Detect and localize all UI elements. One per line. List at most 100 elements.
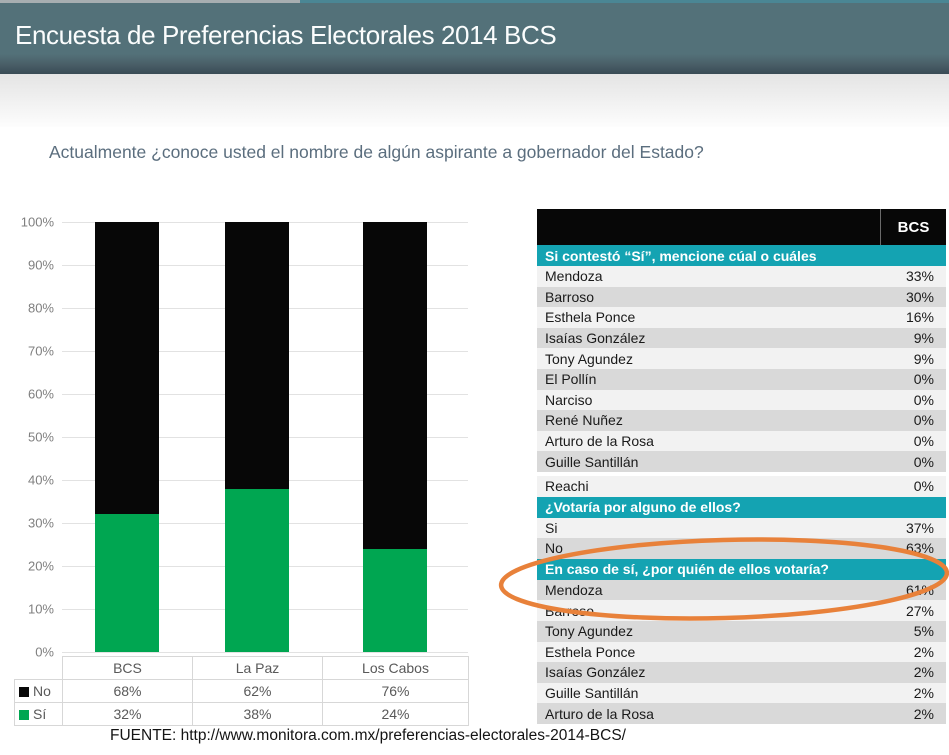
candidate-percentage: 61% bbox=[905, 582, 934, 599]
candidate-percentage: 2% bbox=[913, 684, 934, 701]
y-axis-tick-label: 40% bbox=[27, 472, 54, 488]
table-row: Si 37% bbox=[537, 517, 946, 539]
results-table: BCS Si contestó “Sí”, mencione cúal o cu… bbox=[537, 209, 946, 724]
table-row: Barroso 27% bbox=[537, 600, 946, 621]
top-accent-strip bbox=[0, 0, 949, 3]
table-section-header: Si contestó “Sí”, mencione cúal o cuáles bbox=[537, 245, 946, 266]
category-label: Los Cabos bbox=[322, 656, 469, 680]
bar-segment-si-Los Cabos bbox=[363, 548, 427, 652]
y-axis-tick-label: 100% bbox=[20, 214, 54, 230]
chart-legend-table: BCS La Paz Los Cabos No 68% 62% 76% Sí 32% 38% 24% bbox=[14, 656, 469, 726]
candidate-name: No bbox=[545, 540, 563, 557]
legend-value-cell: 38% bbox=[192, 702, 323, 726]
candidate-name: Tony Agundez bbox=[545, 623, 633, 640]
top-strip-right bbox=[300, 0, 949, 3]
candidate-name: Arturo de la Rosa bbox=[545, 705, 654, 722]
table-row: Arturo de la Rosa 0% bbox=[537, 430, 946, 452]
y-axis-tick-label: 10% bbox=[27, 601, 54, 617]
table-row: Mendoza 61% bbox=[537, 579, 946, 601]
candidate-percentage: 27% bbox=[905, 602, 934, 619]
table-row: Tony Agundez 9% bbox=[537, 348, 946, 369]
y-axis-tick-label: 50% bbox=[27, 429, 54, 445]
legend-series-label: Sí bbox=[14, 702, 63, 726]
table-section-header: En caso de sí, ¿por quién de ellos votar… bbox=[537, 558, 946, 580]
y-axis-tick-label: 60% bbox=[27, 386, 54, 402]
table-row: Guille Santillán 2% bbox=[537, 682, 946, 704]
candidate-percentage: 5% bbox=[913, 623, 934, 640]
table-row: Narciso 0% bbox=[537, 389, 946, 411]
candidate-name: El Pollín bbox=[545, 371, 597, 388]
table-row: Guille Santillán 0% bbox=[537, 451, 946, 472]
candidate-name: René Nuñez bbox=[545, 412, 623, 429]
survey-question: Actualmente ¿conoce usted el nombre de a… bbox=[49, 142, 704, 162]
bar-segment-si-BCS bbox=[95, 514, 159, 652]
header-banner: Encuesta de Preferencias Electorales 201… bbox=[0, 3, 949, 74]
results-table-header-spacer bbox=[537, 209, 880, 245]
candidate-name: Mendoza bbox=[545, 268, 603, 285]
candidate-percentage: 0% bbox=[913, 478, 934, 495]
bar-segment-no-BCS bbox=[95, 222, 159, 515]
legend-series-label: No bbox=[14, 679, 63, 703]
candidate-name: Arturo de la Rosa bbox=[545, 433, 654, 450]
legend-blank-cell bbox=[15, 657, 63, 680]
candidate-percentage: 63% bbox=[905, 540, 934, 557]
legend-value-cell: 62% bbox=[192, 679, 323, 703]
candidate-percentage: 0% bbox=[913, 453, 934, 470]
table-row: El Pollín 0% bbox=[537, 368, 946, 390]
table-section-header: ¿Votaría por alguno de ellos? bbox=[537, 496, 946, 518]
table-row: Esthela Ponce 2% bbox=[537, 641, 946, 663]
y-axis-tick-label: 90% bbox=[27, 257, 54, 273]
candidate-name: Barroso bbox=[545, 288, 595, 305]
table-row: Arturo de la Rosa 2% bbox=[537, 703, 946, 724]
candidate-percentage: 9% bbox=[913, 350, 934, 367]
candidate-percentage: 2% bbox=[913, 643, 934, 660]
category-label: La Paz bbox=[192, 656, 323, 680]
gridline bbox=[62, 652, 468, 653]
results-table-column-bcs: BCS bbox=[880, 209, 946, 245]
candidate-percentage: 9% bbox=[913, 330, 934, 347]
table-row: René Nuñez 0% bbox=[537, 410, 946, 431]
candidate-percentage: 0% bbox=[913, 433, 934, 450]
candidate-name: Tony Agundez bbox=[545, 350, 633, 367]
candidate-name: Esthela Ponce bbox=[545, 309, 636, 326]
table-row: Isaías González 2% bbox=[537, 662, 946, 683]
candidate-percentage: 0% bbox=[913, 371, 934, 388]
table-row: Mendoza 33% bbox=[537, 266, 946, 287]
table-row: Reachi 0% bbox=[537, 475, 946, 497]
legend-value-cell: 32% bbox=[62, 702, 193, 726]
candidate-percentage: 37% bbox=[905, 519, 934, 536]
banner-shadow bbox=[0, 74, 949, 127]
page-title: Encuesta de Preferencias Electorales 201… bbox=[15, 20, 557, 50]
candidate-name: Mendoza bbox=[545, 582, 603, 599]
candidate-name: Guille Santillán bbox=[545, 684, 639, 701]
candidate-name: Reachi bbox=[545, 478, 589, 495]
candidate-name: Barroso bbox=[545, 602, 595, 619]
y-axis-tick-label: 70% bbox=[27, 343, 54, 359]
legend-value-cell: 24% bbox=[322, 702, 469, 726]
y-axis-tick-label: 80% bbox=[27, 300, 54, 316]
candidate-name: Esthela Ponce bbox=[545, 643, 636, 660]
y-axis-tick-label: 20% bbox=[27, 558, 54, 574]
table-row: Tony Agundez 5% bbox=[537, 620, 946, 642]
candidate-name: Isaías González bbox=[545, 330, 646, 347]
results-table-header: BCS bbox=[537, 209, 946, 245]
candidate-name: Guille Santillán bbox=[545, 453, 639, 470]
candidate-percentage: 2% bbox=[913, 705, 934, 722]
y-axis-tick-label: 0% bbox=[35, 644, 54, 660]
results-table-body: Si contestó “Sí”, mencione cúal o cuáles… bbox=[537, 245, 946, 724]
category-label: BCS bbox=[62, 656, 193, 680]
legend-value-cell: 68% bbox=[62, 679, 193, 703]
bar-segment-no-Los Cabos bbox=[363, 222, 427, 549]
candidate-name: Si bbox=[545, 519, 558, 536]
table-row: Esthela Ponce 16% bbox=[537, 307, 946, 328]
y-axis-tick-label: 30% bbox=[27, 515, 54, 531]
candidate-name: Isaías González bbox=[545, 664, 646, 681]
legend-swatch-icon bbox=[19, 687, 29, 697]
candidate-name: Narciso bbox=[545, 391, 593, 408]
table-row: Barroso 30% bbox=[537, 286, 946, 308]
candidate-percentage: 16% bbox=[905, 309, 934, 326]
candidate-percentage: 2% bbox=[913, 664, 934, 681]
candidate-percentage: 33% bbox=[905, 268, 934, 285]
table-row: No 63% bbox=[537, 538, 946, 559]
